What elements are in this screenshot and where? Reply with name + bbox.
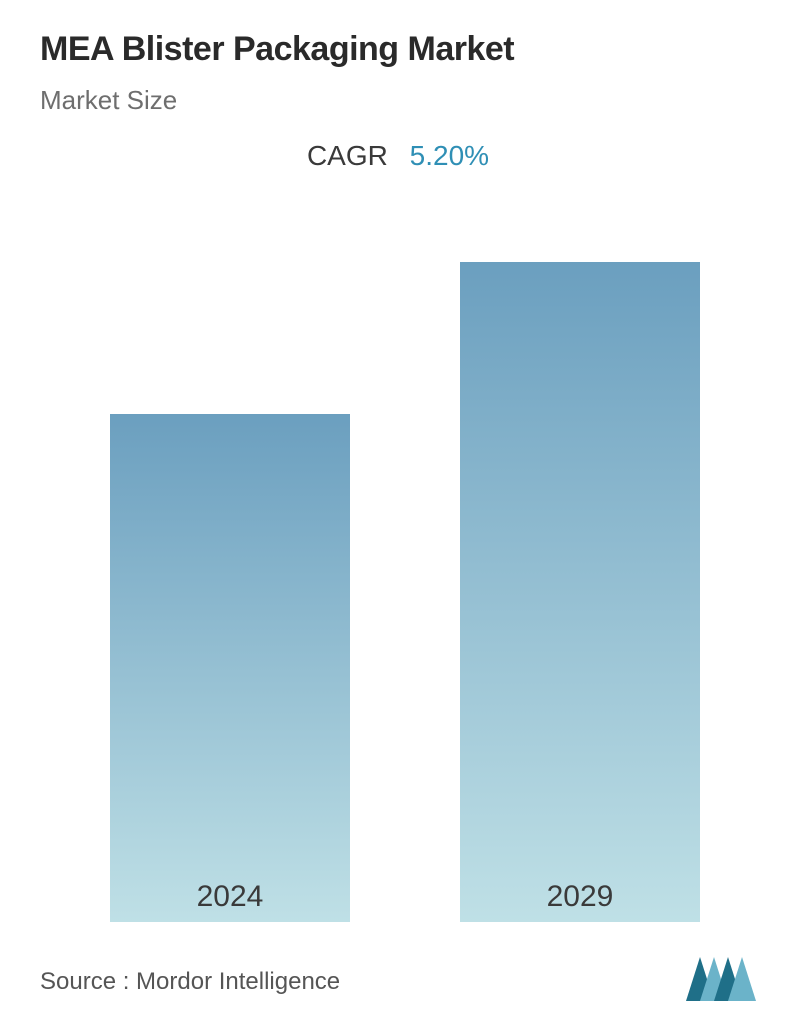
footer: Source : Mordor Intelligence	[40, 957, 756, 1006]
bar-fill	[460, 262, 700, 922]
bar-2029	[460, 262, 700, 922]
x-axis-label: 2029	[460, 880, 700, 914]
cagr-label: CAGR	[307, 140, 388, 171]
bar-chart: 2024 2029	[40, 202, 756, 922]
brand-logo-icon	[686, 957, 756, 1006]
bar-2024	[110, 414, 350, 922]
infographic-page: MEA Blister Packaging Market Market Size…	[0, 0, 796, 1034]
x-axis-label: 2024	[110, 880, 350, 914]
source-text: Source : Mordor Intelligence	[40, 968, 340, 996]
page-subtitle: Market Size	[40, 85, 756, 116]
bar-fill	[110, 414, 350, 922]
cagr-value: 5.20%	[410, 140, 489, 171]
page-title: MEA Blister Packaging Market	[40, 30, 756, 69]
cagr-row: CAGR 5.20%	[40, 140, 756, 172]
